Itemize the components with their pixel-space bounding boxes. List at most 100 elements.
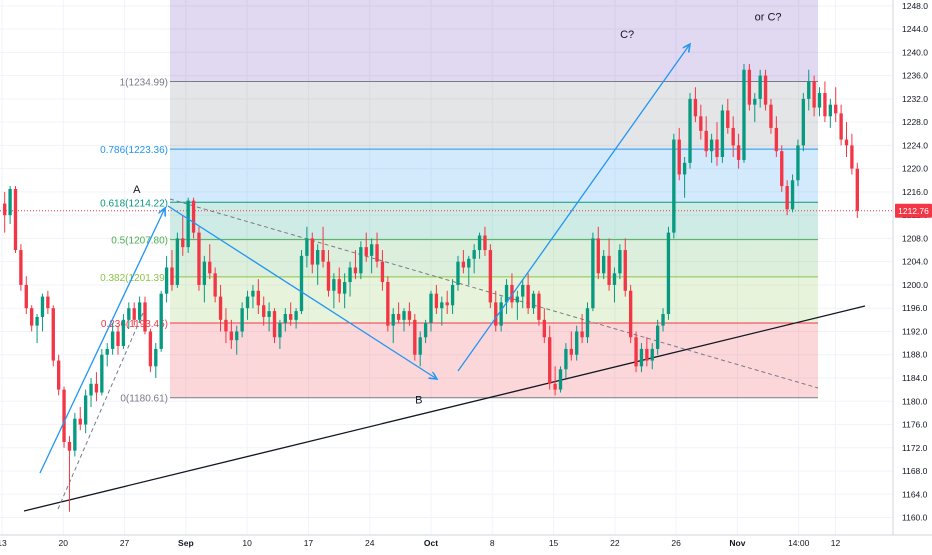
- dashed-trend-line: [169, 198, 819, 389]
- candle-body: [445, 302, 449, 306]
- candle-body: [3, 203, 7, 216]
- candle-body: [391, 314, 395, 326]
- wave-label: A: [133, 184, 141, 196]
- y-tick-label: 1244.0: [902, 24, 928, 34]
- candle-body: [83, 395, 88, 425]
- candles: [3, 63, 859, 512]
- candle-body: [310, 238, 314, 265]
- candle-body: [655, 325, 660, 349]
- candle-body: [790, 180, 795, 210]
- x-tick-label: 24: [365, 538, 375, 548]
- candle-body: [828, 104, 832, 117]
- candle-body: [548, 337, 552, 384]
- candle-body: [251, 290, 255, 297]
- time-axis: 13 20 27 Sep 10 17 24 Oct 8 15 22 26 Nov 14:00 12: [0, 534, 932, 548]
- candle-body: [688, 98, 692, 163]
- candle-body: [218, 296, 223, 320]
- y-tick-label: 1208.0: [902, 233, 928, 243]
- candle-body: [353, 267, 358, 274]
- fib-level-label: 0.786(1223.36): [100, 145, 168, 156]
- candle-body: [823, 93, 827, 117]
- fib-level-label: 0.618(1214.22): [100, 198, 168, 209]
- candle-body: [677, 139, 681, 175]
- y-tick-label: 1220.0: [902, 164, 928, 174]
- candle-body: [224, 319, 228, 332]
- candle-body: [369, 244, 374, 256]
- candle-body: [175, 238, 180, 285]
- candle-body: [35, 316, 39, 326]
- candle-body: [278, 322, 282, 338]
- candle-body: [213, 273, 217, 297]
- candle-body: [116, 331, 120, 347]
- y-tick-label: 1192.0: [902, 326, 928, 336]
- y-tick-label: 1248.0: [902, 1, 928, 11]
- candle-body: [807, 81, 811, 99]
- candle-body: [699, 116, 703, 131]
- candle-body: [191, 200, 196, 233]
- candle-body: [121, 319, 126, 347]
- candle-body: [537, 293, 541, 320]
- candle-body: [24, 284, 28, 309]
- candle-body: [73, 418, 77, 451]
- candle-body: [488, 250, 493, 303]
- fib-retracement: 1(1234.99) 0.786(1223.36) 0.618(1214.22) 0.…: [100, 0, 818, 405]
- candle-body: [348, 267, 352, 283]
- candle-body: [208, 261, 212, 274]
- wave-label: B: [415, 395, 422, 407]
- candle-body: [580, 331, 584, 338]
- candle-body: [67, 441, 72, 451]
- candle-body: [19, 250, 23, 285]
- y-tick-label: 1172.0: [902, 443, 928, 453]
- candle-body: [359, 247, 363, 274]
- candle-body: [289, 314, 293, 320]
- candle-body: [612, 273, 617, 285]
- x-tick-label: 27: [120, 538, 130, 548]
- candle-body: [639, 348, 644, 367]
- candle-body: [272, 311, 277, 338]
- price-axis: 1160.0 1164.0 1168.0 1172.0 1176.0 1180.0 1184…: [892, 0, 932, 535]
- candle-body: [461, 261, 466, 268]
- candle-body: [709, 139, 714, 152]
- candle-body: [704, 130, 708, 152]
- fib-level-label: 0.5(1207.80): [111, 236, 168, 247]
- candle-body: [780, 151, 784, 187]
- candle-body: [164, 267, 169, 294]
- candle-body: [56, 360, 61, 390]
- candle-body: [197, 232, 201, 285]
- fib-zone: [170, 276, 818, 324]
- candle-body: [8, 188, 12, 216]
- candle-body: [758, 75, 762, 99]
- candle-body: [720, 110, 725, 158]
- y-tick-label: 1240.0: [902, 47, 928, 57]
- candle-body: [13, 188, 18, 251]
- candle-body: [148, 331, 153, 367]
- candle-body: [386, 282, 390, 326]
- candle-body: [510, 284, 514, 303]
- candle-body: [812, 81, 816, 108]
- candle-body: [316, 250, 320, 265]
- candle-body: [154, 348, 158, 367]
- y-tick-label: 1200.0: [902, 280, 928, 290]
- candle-body: [628, 290, 633, 338]
- candle-body: [396, 314, 401, 320]
- x-tick-label: 12: [831, 538, 841, 548]
- candle-body: [267, 311, 271, 317]
- candle-body: [143, 302, 147, 332]
- y-tick-label: 1228.0: [902, 117, 928, 127]
- candle-body: [763, 75, 768, 105]
- candle-body: [380, 261, 385, 283]
- x-tick-label: 17: [304, 538, 314, 548]
- candle-body: [170, 267, 174, 285]
- x-tick-label: Oct: [424, 538, 438, 548]
- candle-body: [774, 127, 779, 152]
- candle-body: [434, 293, 439, 309]
- y-tick-label: 1164.0: [902, 489, 928, 499]
- y-tick-label: 1160.0: [902, 513, 928, 523]
- wave-label: or C?: [755, 11, 782, 23]
- x-tick-label: 10: [242, 538, 252, 548]
- wave-arrow-3: [457, 44, 690, 372]
- candle-body: [839, 113, 843, 140]
- candle-body: [504, 284, 509, 303]
- candle-body: [650, 348, 654, 361]
